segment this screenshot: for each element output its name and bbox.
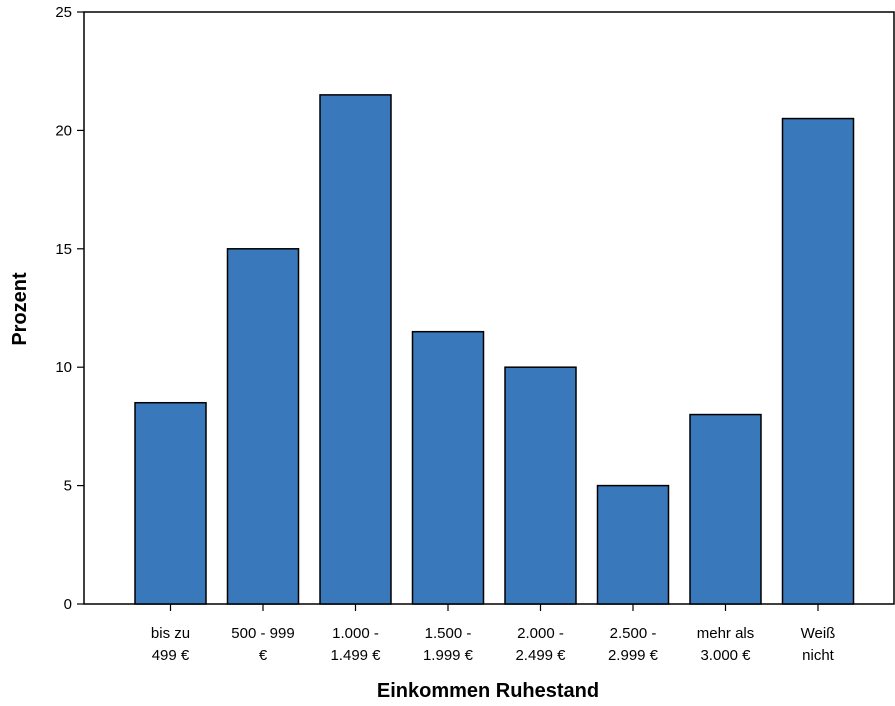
x-tick-label: 1.000 - (332, 625, 379, 642)
x-tick-label: bis zu (151, 625, 190, 642)
y-tick-label: 20 (55, 122, 72, 139)
x-tick-label: 1.999 € (423, 647, 474, 664)
bar (134, 401, 207, 605)
plot-area (83, 11, 895, 605)
plot-border (83, 11, 895, 605)
bars (134, 94, 855, 605)
bar (504, 366, 577, 605)
x-tick-label: € (259, 647, 268, 664)
x-tick-label: 1.499 € (330, 647, 381, 664)
x-tick-label: nicht (802, 647, 835, 664)
y-tick-label: 0 (64, 596, 72, 613)
x-tick-label: 2.500 - (610, 625, 657, 642)
x-tick-label: Weiß (801, 625, 836, 642)
x-tick-label: 3.000 € (700, 647, 751, 664)
bar (319, 94, 392, 605)
x-axis: bis zu 499 € 500 - 999 €1.000 - 1.499 € 1.500… (151, 604, 835, 664)
bar (226, 248, 300, 605)
x-tick-label: 1.500 - (425, 625, 472, 642)
bar (411, 330, 485, 605)
x-tick-label: 499 € (152, 647, 190, 664)
x-tick-label: 500 - 999 (231, 625, 294, 642)
x-tick-label: 2.499 € (515, 647, 566, 664)
y-tick-label: 10 (55, 359, 72, 376)
x-tick-label: 2.000 - (517, 625, 564, 642)
x-tick-label: mehr als (697, 625, 755, 642)
y-axis-title: Prozent (9, 272, 31, 346)
bar (689, 413, 762, 605)
x-tick-label: 2.999 € (608, 647, 659, 664)
y-tick-label: 15 (55, 241, 72, 258)
bar (781, 117, 855, 605)
y-axis: 0 5 10 15 20 25 (55, 4, 84, 613)
y-tick-label: 25 (55, 4, 72, 21)
y-tick-label: 5 (64, 478, 72, 495)
x-axis-title: Einkommen Ruhestand (377, 680, 599, 702)
bar (596, 484, 670, 605)
